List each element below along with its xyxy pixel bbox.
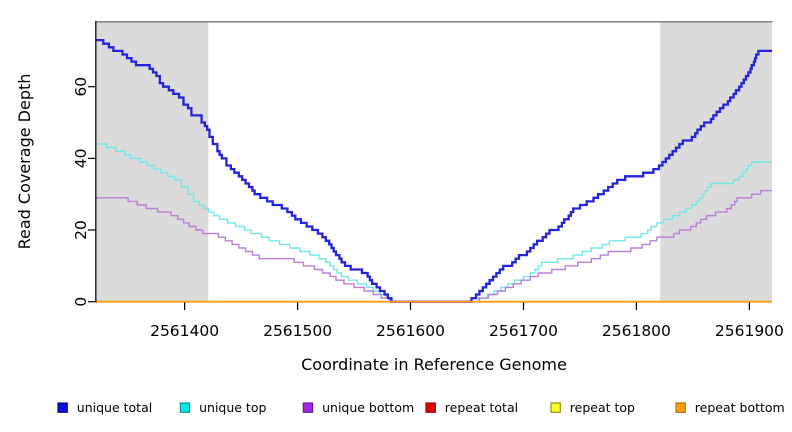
series-line-unique-total: [96, 38, 772, 303]
legend-label-unique-total: unique total: [77, 400, 152, 415]
shaded-regions: [96, 21, 772, 302]
legend-label-unique-top: unique top: [199, 400, 266, 415]
y-axis-title: Read Coverage Depth: [15, 74, 34, 250]
y-tick-label: 40: [72, 149, 90, 169]
legend-label-repeat-bottom: repeat bottom: [695, 400, 785, 415]
legend-swatch-unique-top: [179, 402, 191, 413]
series-line-unique-bottom: [96, 189, 772, 303]
x-tick-label: 2561500: [263, 322, 332, 340]
legend-label-repeat-top: repeat top: [570, 400, 635, 415]
legend-swatch-unique-bottom: [302, 402, 314, 413]
x-tick-label: 2561600: [376, 322, 445, 340]
legend-label-repeat-total: repeat total: [445, 400, 518, 415]
legend-label-unique-bottom: unique bottom: [322, 400, 414, 415]
legend-swatch-unique-total: [57, 402, 68, 413]
y-tick-label: 20: [72, 220, 90, 240]
legend-swatch-repeat-bottom: [675, 402, 686, 413]
legend: unique total unique top unique bottom repea…: [57, 400, 785, 415]
x-tick-label: 2561800: [602, 322, 671, 340]
series-lines: [96, 38, 772, 303]
y-tick-label: 60: [72, 77, 90, 97]
plot-frame: [95, 20, 773, 303]
left-gray-region: [96, 21, 209, 302]
legend-swatch-repeat-total: [425, 402, 436, 413]
x-tick-label: 2561900: [715, 322, 784, 340]
x-tick-label: 2561700: [489, 322, 558, 340]
x-axis-title: Coordinate in Reference Genome: [301, 355, 567, 374]
x-tick-label: 2561400: [150, 322, 219, 340]
axes: 2561400 2561500 2561600 2561700 2561800 25619…: [72, 77, 784, 340]
legend-swatch-repeat-top: [550, 402, 561, 413]
y-tick-label: 0: [72, 297, 90, 307]
